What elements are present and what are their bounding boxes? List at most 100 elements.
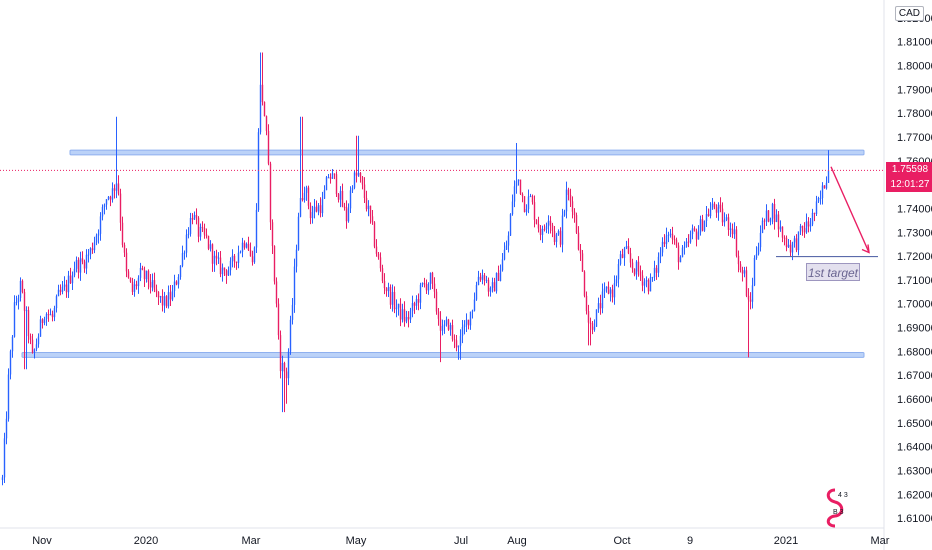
candle-body	[133, 284, 136, 292]
candle-body	[73, 268, 76, 276]
candle-body	[215, 255, 218, 259]
candle-body	[179, 265, 182, 278]
candle-body	[9, 351, 12, 375]
candle-body	[571, 201, 574, 212]
candle-body	[813, 212, 816, 214]
candle-body	[705, 214, 708, 221]
candle-body	[63, 284, 66, 287]
candle-body	[41, 319, 44, 323]
candle-body	[35, 344, 38, 350]
candle-body	[517, 179, 520, 182]
candle-body	[263, 102, 266, 117]
candle-body	[495, 272, 498, 292]
candle-body	[87, 254, 90, 256]
candle-body	[577, 232, 580, 250]
candle-body	[401, 309, 404, 320]
candle-body	[461, 327, 464, 336]
candle-body	[747, 295, 750, 300]
candle-body	[363, 184, 366, 198]
candle-body	[125, 252, 128, 272]
candle-body	[31, 339, 34, 353]
candle-body	[619, 254, 622, 265]
candle-body	[497, 272, 500, 281]
candle-body	[3, 438, 6, 478]
candle-body	[371, 216, 374, 223]
candle-body	[607, 286, 610, 294]
candle-body	[491, 282, 494, 288]
candle-body	[203, 227, 206, 235]
candle-body	[605, 286, 608, 289]
candle-body	[375, 246, 378, 254]
candle-body	[525, 209, 528, 213]
candle-body	[511, 201, 514, 215]
candle-body	[67, 275, 70, 293]
candle-body	[583, 271, 586, 296]
candle-body	[171, 290, 174, 300]
candle-body	[527, 196, 530, 210]
y-tick-label: 1.78000	[897, 108, 932, 120]
candle-body	[343, 206, 346, 208]
x-tick-label: Oct	[613, 535, 630, 547]
candle-body	[417, 299, 420, 303]
candle-body	[679, 257, 682, 263]
candle-body	[515, 181, 518, 187]
time-axis[interactable]: Nov 2020 Mar May Jul Aug Oct 9 2021 Mar	[32, 535, 890, 547]
candle-body	[493, 282, 496, 292]
candle-body	[727, 217, 730, 230]
candle-body	[731, 228, 734, 235]
candle-body	[135, 284, 138, 287]
candle-body	[477, 276, 480, 286]
logo-line1: 4 3	[838, 492, 848, 499]
candle-body	[411, 303, 414, 312]
x-tick-label: Mar	[871, 535, 890, 547]
candle-body	[83, 261, 86, 269]
candle-body	[597, 303, 600, 310]
x-tick-label: 2020	[134, 535, 158, 547]
candle-body	[193, 214, 196, 220]
candle-body	[161, 296, 164, 306]
candle-body	[463, 324, 466, 328]
candle-body	[317, 205, 320, 212]
target-label[interactable]: 1st target	[806, 263, 860, 281]
candle-body	[217, 257, 220, 259]
candle-body	[699, 219, 702, 233]
candle-body	[277, 303, 280, 336]
candle-body	[647, 280, 650, 292]
logo-line2: B 3	[833, 509, 844, 516]
candle-body	[311, 212, 314, 219]
candle-body	[725, 217, 728, 220]
candle-body	[75, 259, 78, 269]
candle-body	[521, 194, 524, 197]
candle-body	[603, 288, 606, 292]
candle-body	[671, 233, 674, 240]
candle-body	[359, 172, 362, 178]
candle-body	[307, 187, 310, 206]
candle-body	[817, 198, 820, 202]
candle-body	[241, 242, 244, 252]
price-axis[interactable]: 1.61000 1.62000 1.63000 1.64000 1.65000 1.660…	[897, 13, 932, 525]
candle-body	[273, 246, 276, 282]
projection-arrow-head	[861, 244, 870, 254]
candle-body	[789, 244, 792, 253]
currency-badge[interactable]: CAD	[894, 6, 924, 21]
candle-body	[745, 270, 748, 296]
candle-body	[629, 253, 632, 263]
candle-body	[395, 307, 398, 310]
candle-body	[43, 319, 46, 323]
candle-body	[381, 268, 384, 281]
candle-body	[591, 323, 594, 330]
candle-body	[191, 218, 194, 220]
candle-body	[385, 288, 388, 292]
candle-body	[539, 228, 542, 235]
candle-body	[259, 84, 262, 133]
candle-body	[61, 286, 64, 292]
candle-body	[457, 345, 460, 348]
candle-body	[765, 210, 768, 222]
candle-body	[451, 325, 454, 340]
candle-body	[807, 221, 810, 227]
candle-body	[545, 226, 548, 230]
candle-body	[825, 182, 828, 189]
x-tick-label: May	[346, 535, 367, 547]
candle-body	[485, 279, 488, 281]
